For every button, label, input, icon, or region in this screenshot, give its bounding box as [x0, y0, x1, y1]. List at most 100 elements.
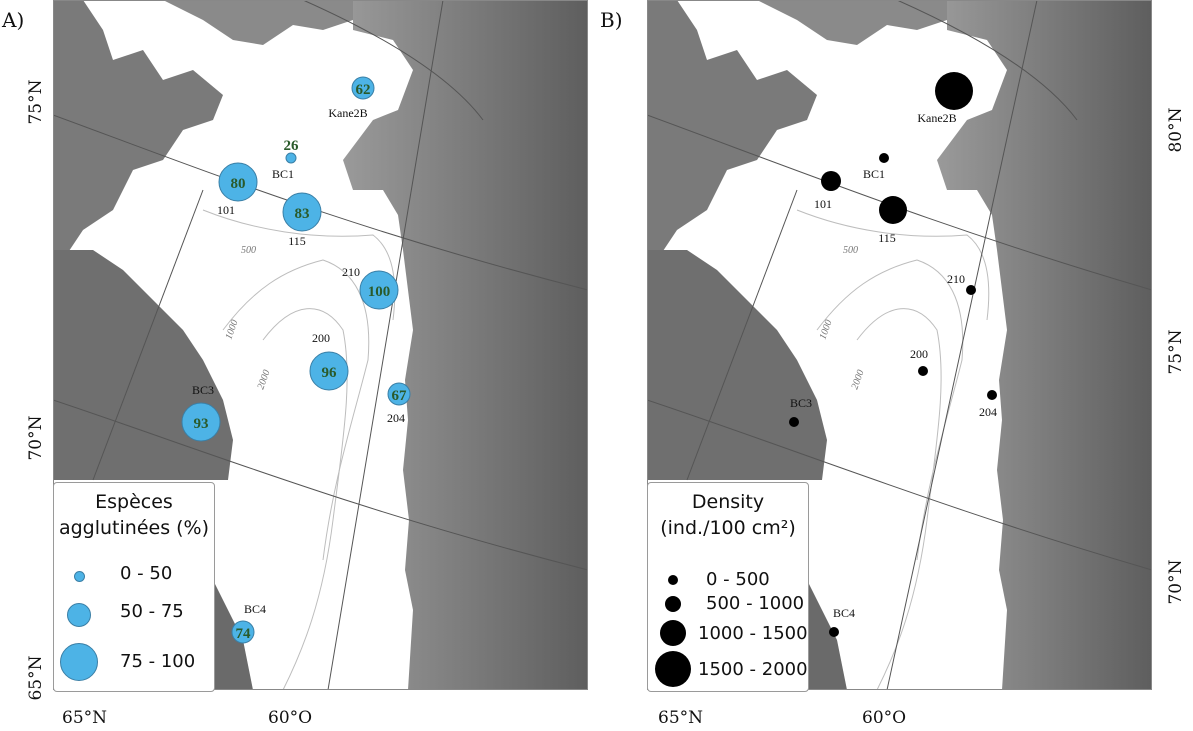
- site-204-b[interactable]: 204: [979, 390, 997, 419]
- northern-landmass: [757, 0, 947, 45]
- site-value: 26: [284, 138, 300, 154]
- legend-panel-a: Espèces agglutinées (%) 0 - 50 50 - 75 7…: [53, 482, 215, 692]
- site-id: BC4: [244, 602, 266, 616]
- site-value: 62: [356, 82, 371, 98]
- baffin-landmass: [647, 250, 827, 480]
- site-id: 204: [979, 405, 997, 419]
- site-210-b[interactable]: 210: [947, 272, 976, 295]
- legend-title-line1: Density: [691, 491, 765, 513]
- legend-symbol-2: [665, 596, 681, 612]
- legend-class-2: 50 - 75: [120, 601, 184, 622]
- contour-1000: [816, 259, 964, 561]
- lat-label-b-75: 75°N: [1166, 329, 1186, 375]
- site-BC3-b[interactable]: BC3: [789, 396, 812, 427]
- graticule-lon-0: [686, 189, 798, 481]
- graticule-lat-1: [647, 114, 1152, 291]
- legend-symbol-3: [660, 620, 686, 646]
- site-id: BC1: [272, 167, 294, 181]
- site-value: 96: [322, 365, 338, 381]
- site-210-a[interactable]: 100 210: [342, 265, 399, 310]
- panel-a-letter: A): [2, 8, 25, 32]
- site-BC1-b[interactable]: BC1: [863, 153, 889, 181]
- depth-label-500: 500: [843, 245, 858, 256]
- legend-class-4: 1500 - 2000: [698, 659, 808, 680]
- greenland-landmass: [343, 0, 588, 690]
- lat-label-b-70: 70°N: [1166, 559, 1186, 605]
- graticule-lon-1: [327, 0, 444, 690]
- site-id: 200: [910, 347, 928, 361]
- site-id: 101: [217, 203, 235, 217]
- site-id: BC4: [833, 606, 855, 620]
- site-value: 74: [236, 626, 252, 642]
- legend-class-2: 500 - 1000: [706, 593, 805, 614]
- site-id: 210: [342, 265, 360, 279]
- legend-class-3: 1000 - 1500: [698, 623, 808, 644]
- site-value: 100: [368, 284, 391, 300]
- legend-symbol-1: [668, 575, 678, 585]
- site-BC3-a[interactable]: 93 BC3: [181, 383, 221, 442]
- site-200-a[interactable]: 96 200: [309, 331, 349, 391]
- depth-label-500: 500: [241, 245, 256, 256]
- site-value: 67: [392, 388, 408, 404]
- lon-label-a-65: 65°N: [62, 708, 108, 728]
- site-BC4-b[interactable]: BC4: [829, 606, 855, 637]
- site-id: BC3: [790, 396, 812, 410]
- legend-title-line1: Espèces: [95, 491, 173, 513]
- lon-label-a-60: 60°O: [268, 708, 313, 728]
- lat-label-a-70: 70°N: [26, 415, 46, 461]
- site-id: BC1: [863, 167, 885, 181]
- legend-class-1: 0 - 50: [120, 563, 173, 584]
- contour-500: [796, 209, 990, 321]
- lat-label-a-75: 75°N: [26, 79, 46, 125]
- site-id: 101: [814, 197, 832, 211]
- site-id: Kane2B: [917, 111, 956, 125]
- contour-1000: [222, 259, 370, 561]
- graticule-lon-1: [886, 0, 1038, 690]
- legend-panel-b: Density (ind./100 cm²) 0 - 500 500 - 100…: [647, 482, 809, 692]
- legend-symbol-4: [655, 651, 691, 687]
- site-101-b[interactable]: 101: [814, 171, 841, 211]
- legend-class-1: 0 - 500: [706, 569, 770, 590]
- lat-label-b-80: 80°N: [1166, 107, 1186, 153]
- graticule-lon-0: [92, 189, 204, 481]
- northern-landmass: [163, 0, 353, 45]
- legend-title-line2: (ind./100 cm²): [660, 517, 796, 539]
- graticule-lat-0: [896, 0, 1078, 121]
- panel-b-letter: B): [600, 8, 623, 32]
- site-value: 80: [231, 176, 246, 192]
- lat-label-a-65: 65°N: [26, 655, 46, 701]
- site-204-a[interactable]: 67 204: [387, 382, 411, 425]
- site-BC1-a[interactable]: 26 BC1: [272, 138, 299, 181]
- legend-symbol-large: [60, 643, 98, 681]
- ellesmere-landmass: [647, 0, 817, 260]
- map-frame: [53, 0, 588, 690]
- legend-title-line2: agglutinées (%): [58, 517, 210, 539]
- contour-2000: [262, 308, 348, 690]
- site-BC4-a[interactable]: 74 BC4: [231, 602, 266, 644]
- ellesmere-landmass: [53, 0, 223, 260]
- site-115-b[interactable]: 115: [878, 196, 907, 245]
- map-frame: [647, 0, 1152, 690]
- site-Kane2B-b[interactable]: Kane2B: [917, 72, 973, 125]
- site-id: 204: [387, 411, 405, 425]
- site-value: 93: [194, 416, 209, 432]
- site-id: 210: [947, 272, 965, 286]
- lon-label-b-65: 65°N: [658, 708, 704, 728]
- legend-symbol-small: [74, 571, 85, 582]
- site-115-a[interactable]: 83 115: [282, 192, 322, 248]
- site-value: 83: [295, 206, 310, 222]
- contour-2000: [856, 308, 942, 690]
- graticule-lat-0: [302, 0, 484, 121]
- site-id: BC3: [192, 383, 214, 397]
- site-id: 115: [288, 234, 306, 248]
- legend-class-3: 75 - 100: [120, 651, 196, 672]
- site-Kane2B-a[interactable]: 62 Kane2B: [328, 76, 375, 120]
- lon-label-b-60: 60°O: [862, 708, 907, 728]
- site-id: 115: [878, 231, 896, 245]
- legend-symbol-medium: [67, 603, 91, 627]
- greenland-landmass: [937, 0, 1152, 690]
- site-101-a[interactable]: 80 101: [217, 162, 258, 217]
- site-200-b[interactable]: 200: [910, 347, 928, 376]
- site-id: 200: [312, 331, 330, 345]
- site-id: Kane2B: [328, 106, 367, 120]
